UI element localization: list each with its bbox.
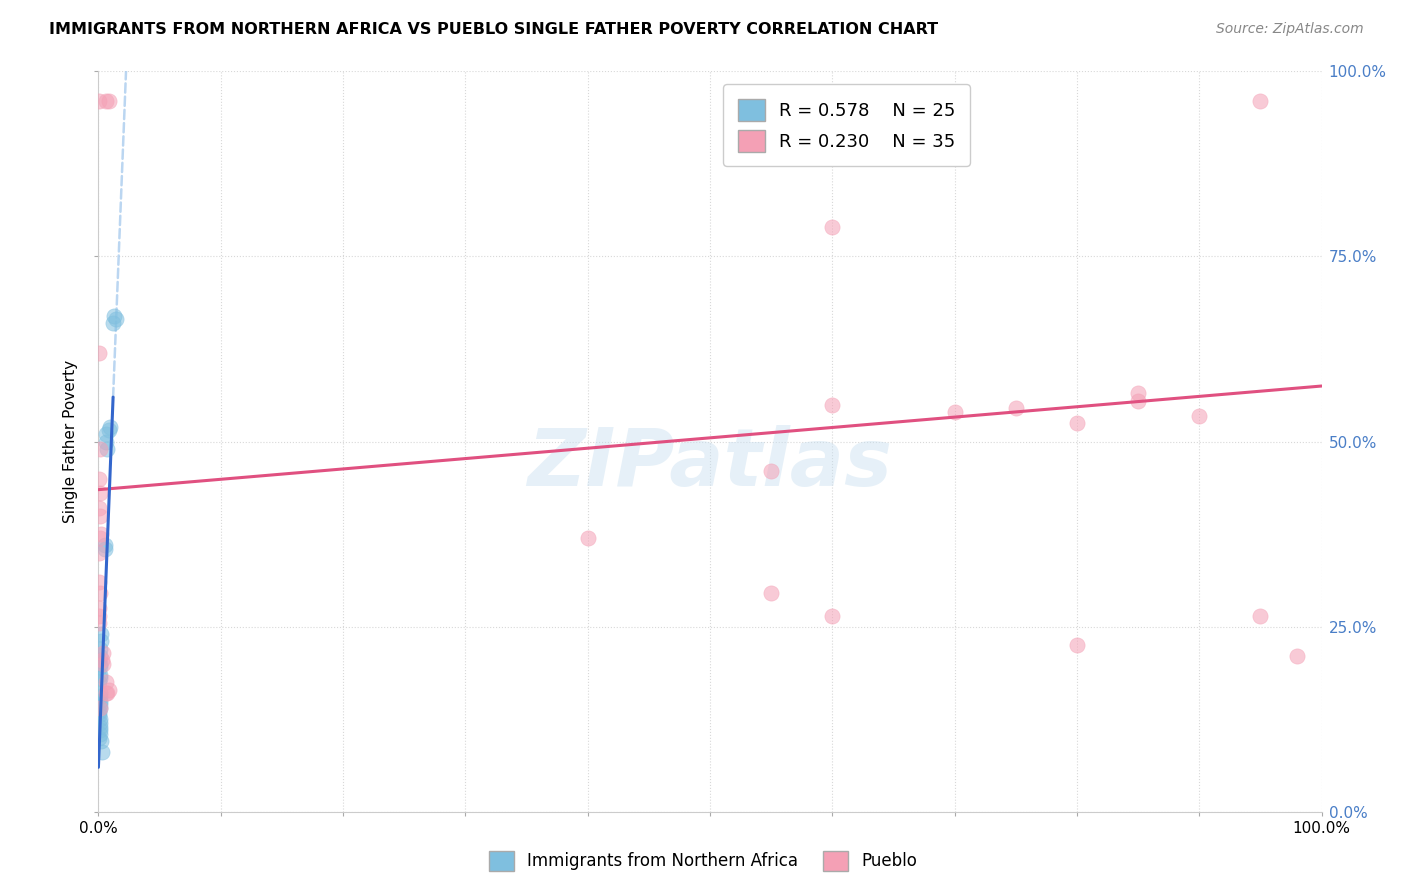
Point	[89, 694, 111, 708]
Point	[1188, 409, 1211, 423]
Point	[89, 720, 111, 734]
Point	[89, 731, 111, 745]
Point	[1128, 393, 1150, 408]
Point	[94, 434, 117, 449]
Point	[90, 627, 112, 641]
Point	[89, 615, 111, 630]
Point	[761, 586, 783, 600]
Point	[93, 538, 115, 552]
Point	[1286, 649, 1309, 664]
Point	[96, 427, 118, 442]
Point	[89, 442, 111, 456]
Point	[90, 634, 112, 648]
Point	[89, 672, 111, 686]
Point	[89, 701, 111, 715]
Point	[89, 94, 111, 108]
Point	[97, 682, 120, 697]
Point	[89, 345, 111, 359]
Point	[89, 686, 111, 700]
Point	[89, 705, 111, 719]
Point	[89, 660, 111, 674]
Point	[91, 746, 114, 760]
Point	[761, 464, 783, 478]
Point	[94, 686, 117, 700]
Point	[89, 649, 111, 664]
Text: IMMIGRANTS FROM NORTHERN AFRICA VS PUEBLO SINGLE FATHER POVERTY CORRELATION CHAR: IMMIGRANTS FROM NORTHERN AFRICA VS PUEBL…	[49, 22, 938, 37]
Point	[103, 309, 125, 323]
Point	[89, 653, 111, 667]
Point	[89, 690, 111, 704]
Point	[1004, 401, 1026, 416]
Point	[943, 405, 966, 419]
Y-axis label: Single Father Poverty: Single Father Poverty	[63, 360, 79, 523]
Point	[89, 508, 111, 523]
Point	[1066, 638, 1088, 652]
Point	[89, 712, 111, 726]
Point	[89, 586, 111, 600]
Point	[90, 734, 112, 748]
Point	[98, 424, 121, 438]
Point	[89, 727, 111, 741]
Point	[101, 316, 124, 330]
Point	[1249, 608, 1271, 623]
Point	[96, 442, 118, 456]
Point	[1249, 94, 1271, 108]
Point	[94, 541, 117, 556]
Point	[89, 641, 111, 656]
Point	[821, 608, 844, 623]
Point	[89, 471, 111, 485]
Point	[96, 675, 118, 690]
Point	[89, 546, 111, 560]
Legend: Immigrants from Northern Africa, Pueblo: Immigrants from Northern Africa, Pueblo	[481, 842, 925, 880]
Text: ZIPatlas: ZIPatlas	[527, 425, 893, 503]
Point	[90, 527, 112, 541]
Point	[91, 646, 114, 660]
Point	[1066, 416, 1088, 430]
Point	[89, 667, 111, 681]
Point	[89, 531, 111, 545]
Point	[89, 675, 111, 690]
Point	[91, 653, 114, 667]
Point	[89, 698, 111, 712]
Point	[94, 94, 117, 108]
Point	[89, 715, 111, 730]
Text: Source: ZipAtlas.com: Source: ZipAtlas.com	[1216, 22, 1364, 37]
Point	[576, 531, 599, 545]
Legend: R = 0.578    N = 25, R = 0.230    N = 35: R = 0.578 N = 25, R = 0.230 N = 35	[723, 84, 970, 166]
Point	[89, 601, 111, 615]
Point	[89, 608, 111, 623]
Point	[821, 219, 844, 234]
Point	[98, 419, 121, 434]
Point	[104, 312, 127, 326]
Point	[89, 501, 111, 516]
Point	[97, 94, 120, 108]
Point	[89, 486, 111, 500]
Point	[89, 657, 111, 671]
Point	[89, 701, 111, 715]
Point	[96, 686, 118, 700]
Point	[89, 723, 111, 738]
Point	[89, 708, 111, 723]
Point	[89, 575, 111, 590]
Point	[1128, 386, 1150, 401]
Point	[91, 657, 114, 671]
Point	[821, 398, 844, 412]
